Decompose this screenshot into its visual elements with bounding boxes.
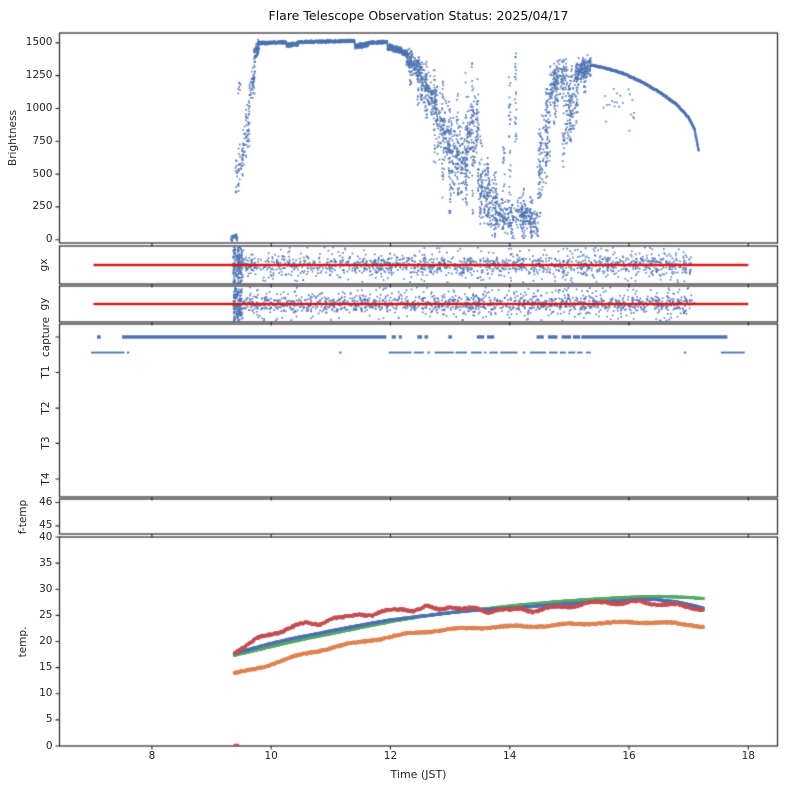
x-tick-label: 12 <box>383 750 398 762</box>
y-tick-label: 10 <box>39 687 53 700</box>
y-tick-label: 25 <box>39 608 53 621</box>
y-tick-label: 0 <box>45 233 53 246</box>
y-tick-label: 750 <box>32 134 53 147</box>
y-tick-label: 46 <box>39 496 53 508</box>
y-tick-label: 1500 <box>25 36 53 49</box>
y-axis-label-brightness: Brightness <box>7 110 19 166</box>
y-axis-label-temp: temp. <box>17 626 29 657</box>
chart-title: Flare Telescope Observation Status: 2025… <box>268 8 569 23</box>
y-tick-label: 1000 <box>25 101 53 114</box>
y-tick-label: 15 <box>39 661 53 674</box>
x-axis-label: Time (JST) <box>390 768 447 781</box>
x-tick-label: 14 <box>503 750 517 762</box>
y-tick-label: 45 <box>39 519 53 532</box>
x-tick-label: 10 <box>264 750 278 762</box>
x-tick-label: 16 <box>622 750 636 762</box>
y-tick-label: 35 <box>39 556 53 569</box>
y-tick-label: 20 <box>39 635 53 647</box>
y-tick-label: 500 <box>32 167 53 180</box>
y-tick-label: 30 <box>39 582 53 595</box>
y-tick-label: 40 <box>39 530 53 543</box>
x-tick-label: 8 <box>148 750 156 762</box>
y-tick-label: 1250 <box>25 69 53 82</box>
y-tick-label: 250 <box>32 200 53 213</box>
y-tick-label: 5 <box>45 713 53 726</box>
x-tick-label: 18 <box>741 750 755 762</box>
y-tick-label: 0 <box>45 739 53 752</box>
